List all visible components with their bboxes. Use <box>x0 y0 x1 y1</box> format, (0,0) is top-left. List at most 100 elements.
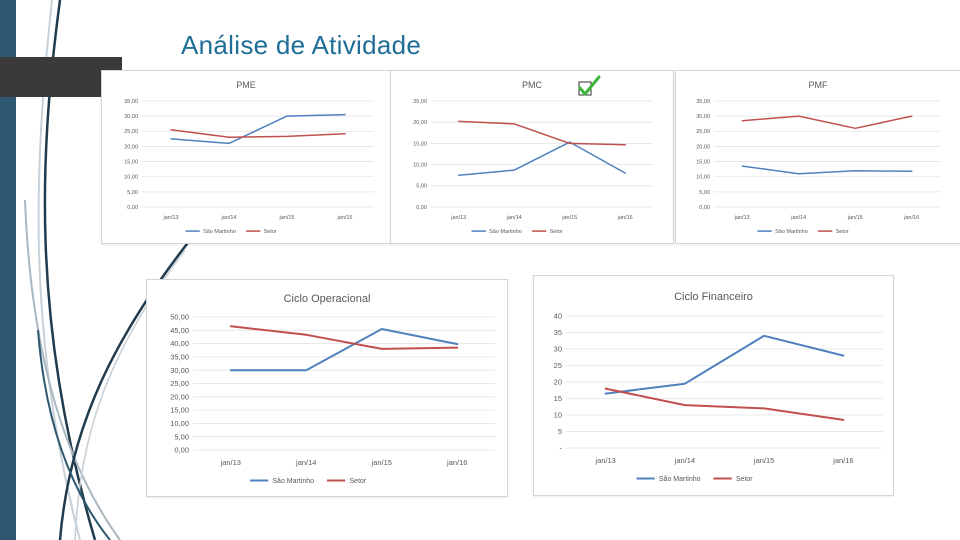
series-line-sao-martinho <box>604 334 845 395</box>
x-tick-label: jan/15 <box>847 215 863 221</box>
x-tick-label: jan/14 <box>221 215 237 221</box>
y-tick-label: 0,00 <box>127 205 138 211</box>
chart-pmc: PMC 25,00 20,00 15,00 10,00 5,00 0,00 jan/13 jan… <box>390 70 674 244</box>
legend-label: Setor <box>736 476 753 483</box>
legend-label: São Martinho <box>489 229 522 235</box>
series-line-setor <box>604 387 845 421</box>
legend-label: São Martinho <box>203 229 236 235</box>
x-tick-label: jan/15 <box>753 456 774 465</box>
y-tick-label: 15 <box>554 394 562 403</box>
y-tick-label: 45,00 <box>170 326 189 335</box>
y-tick-label: 20,00 <box>170 392 189 401</box>
chart-pmc-svg: PMC 25,00 20,00 15,00 10,00 5,00 0,00 jan/13 jan… <box>413 80 653 235</box>
y-tick-label: 10,00 <box>696 175 710 181</box>
chart-pme: PME 35,00 30,00 25,00 20,00 15,00 10,00 5,00 0,0… <box>101 70 391 244</box>
chart-pmf: PMF 35,00 30,00 25,00 20,00 15,00 10,00 5,00 0,0… <box>675 70 960 244</box>
x-tick-label: jan/15 <box>561 215 577 221</box>
y-tick-label: 30 <box>554 345 562 354</box>
y-tick-label: 30,00 <box>170 366 189 375</box>
y-tick-label: 25,00 <box>696 129 710 135</box>
x-tick-label: jan/13 <box>594 456 615 465</box>
y-tick-label: 0,00 <box>416 205 427 211</box>
y-tick-label: 20,00 <box>124 144 138 150</box>
y-tick-label: 10 <box>554 411 562 420</box>
page-title: Análise de Atividade <box>181 30 422 60</box>
y-tick-label: 15,00 <box>413 141 427 147</box>
y-tick-label: 5,00 <box>174 432 189 441</box>
y-tick-label: 15,00 <box>170 406 189 415</box>
y-tick-label: 5 <box>558 427 562 436</box>
y-tick-label: - <box>560 444 563 453</box>
x-tick-label: jan/13 <box>450 215 466 221</box>
y-tick-label: 10,00 <box>124 175 138 181</box>
legend-label: Setor <box>550 229 563 235</box>
chart-ciclo-operacional-svg: Ciclo Operacional 50,00 45,00 40,00 35,00 30,… <box>170 293 495 485</box>
x-tick-label: jan/16 <box>903 215 919 221</box>
y-tick-label: 35,00 <box>124 99 138 105</box>
x-tick-label: jan/14 <box>506 215 522 221</box>
chart-title: Ciclo Operacional <box>284 293 371 305</box>
y-tick-label: 25 <box>554 361 562 370</box>
x-tick-label: jan/13 <box>734 215 750 221</box>
y-tick-label: 25,00 <box>413 99 427 105</box>
chart-title: PMF <box>809 80 829 90</box>
legend-label: São Martinho <box>775 229 808 235</box>
y-tick-label: 0,00 <box>699 205 710 211</box>
y-tick-label: 10,00 <box>170 419 189 428</box>
chart-title: Ciclo Financeiro <box>674 291 753 303</box>
chart-title: PMC <box>522 80 543 90</box>
y-tick-label: 35,00 <box>170 353 189 362</box>
y-tick-label: 0,00 <box>174 446 189 455</box>
checkmark-icon <box>578 75 601 96</box>
chart-pmf-svg: PMF 35,00 30,00 25,00 20,00 15,00 10,00 5,00 0,0… <box>696 80 940 235</box>
side-accent-bar <box>0 0 16 540</box>
y-tick-label: 40,00 <box>170 339 189 348</box>
series-line-setor <box>229 325 459 350</box>
y-tick-label: 20 <box>554 378 562 387</box>
y-tick-label: 20,00 <box>413 120 427 126</box>
series-line-setor <box>741 115 913 130</box>
chart-ciclo-financeiro-svg: Ciclo Financeiro 40 35 30 25 20 15 10 5 - jan/13 ja… <box>554 291 883 483</box>
chart-title: PME <box>236 80 256 90</box>
y-tick-label: 40 <box>554 312 562 321</box>
series-line-sao-martinho <box>458 141 627 176</box>
y-tick-label: 10,00 <box>413 163 427 169</box>
y-tick-label: 20,00 <box>696 144 710 150</box>
y-tick-label: 5,00 <box>699 190 710 196</box>
series-line-sao-martinho <box>170 113 346 145</box>
y-tick-label: 15,00 <box>696 159 710 165</box>
legend-label: Setor <box>349 478 366 485</box>
legend-label: São Martinho <box>272 478 314 485</box>
y-tick-label: 35,00 <box>696 99 710 105</box>
x-tick-label: jan/16 <box>832 456 853 465</box>
x-tick-label: jan/14 <box>790 215 806 221</box>
series-line-sao-martinho <box>229 328 459 372</box>
x-tick-label: jan/16 <box>617 215 633 221</box>
series-line-setor <box>458 120 627 146</box>
y-tick-label: 25,00 <box>170 379 189 388</box>
chart-ciclo-operacional: Ciclo Operacional 50,00 45,00 40,00 35,00 30,… <box>146 279 508 497</box>
y-tick-label: 25,00 <box>124 129 138 135</box>
y-tick-label: 5,00 <box>127 190 138 196</box>
y-tick-label: 30,00 <box>124 114 138 120</box>
y-tick-label: 15,00 <box>124 159 138 165</box>
series-line-sao-martinho <box>741 165 913 175</box>
x-tick-label: jan/16 <box>446 458 467 467</box>
x-tick-label: jan/15 <box>337 215 353 221</box>
chart-ciclo-financeiro: Ciclo Financeiro 40 35 30 25 20 15 10 5 - jan/13 ja… <box>533 275 894 496</box>
y-tick-label: 5,00 <box>416 184 427 190</box>
y-tick-label: 35 <box>554 328 562 337</box>
x-tick-label: jan/15 <box>371 458 392 467</box>
y-tick-label: 50,00 <box>170 313 189 322</box>
legend-label: São Martinho <box>659 476 701 483</box>
series-line-setor <box>170 129 346 139</box>
legend-label: Setor <box>836 229 849 235</box>
legend-label: Setor <box>264 229 277 235</box>
x-tick-label: jan/13 <box>163 215 179 221</box>
y-tick-label: 30,00 <box>696 114 710 120</box>
x-tick-label: jan/15 <box>279 215 295 221</box>
x-tick-label: jan/13 <box>220 458 241 467</box>
chart-pme-svg: PME 35,00 30,00 25,00 20,00 15,00 10,00 5,00 0,0… <box>124 80 374 235</box>
x-tick-label: jan/14 <box>674 456 695 465</box>
x-tick-label: jan/14 <box>295 458 316 467</box>
